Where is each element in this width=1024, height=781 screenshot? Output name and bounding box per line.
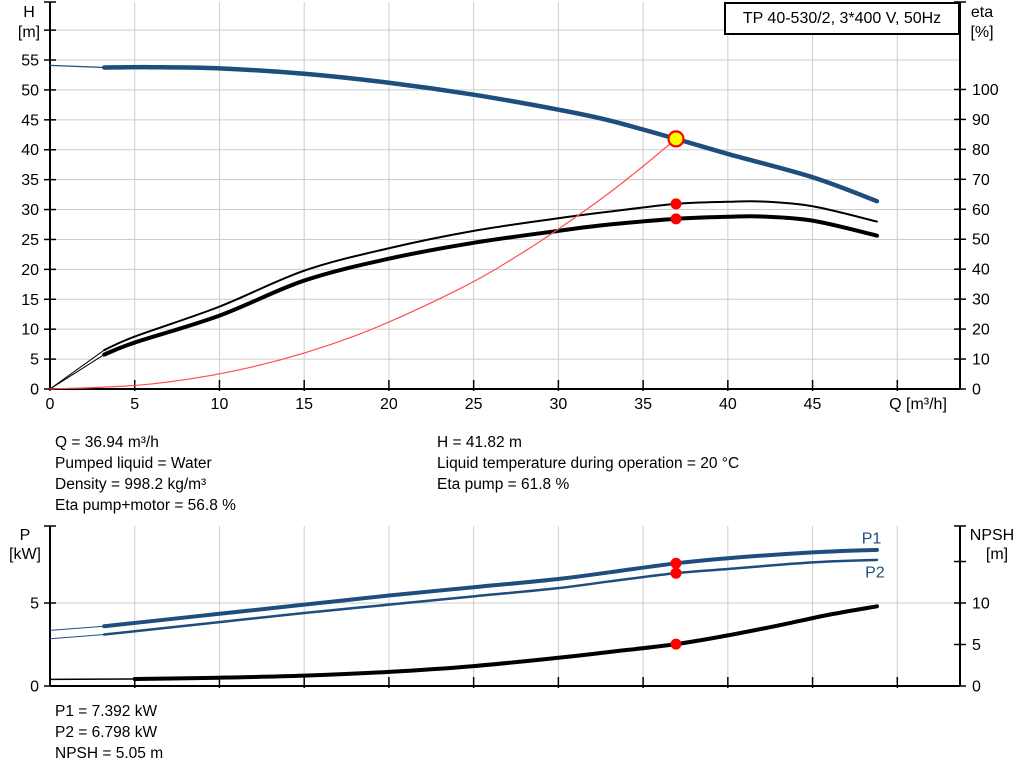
x-axis-tick-label: 15 [295, 396, 313, 413]
x-axis-tick-label: 5 [130, 396, 139, 413]
x-axis-tick-label: 10 [211, 396, 229, 413]
info-line: Density = 998.2 kg/m³ [55, 476, 207, 493]
eta-pump-motor-curve-thin [49, 354, 105, 390]
info-line: Pumped liquid = Water [55, 455, 212, 472]
left-axis-tick-label: 50 [21, 82, 39, 99]
right-axis-tick-label: 60 [972, 202, 990, 219]
eta-pump-motor-point [670, 213, 682, 225]
info-line: Eta pump = 61.8 % [437, 476, 570, 493]
x-axis-tick-label: 20 [380, 396, 398, 413]
left-axis-title: P [20, 527, 31, 544]
left-axis-tick-label: 5 [30, 596, 39, 613]
left-axis-unit: [m] [18, 24, 40, 41]
p1-curve [102, 547, 879, 629]
operating-data-left-block: Q = 36.94 m³/h Pumped liquid = Water Densi… [55, 432, 236, 516]
x-axis-tick-label: 0 [46, 396, 55, 413]
left-axis-tick-label: 55 [21, 53, 39, 70]
x-axis-tick-label: 40 [719, 396, 737, 413]
chart-title-box: TP 40-530/2, 3*400 V, 50Hz [724, 2, 960, 35]
eta-pump-curve [103, 200, 878, 352]
x-axis-tick-label: 35 [634, 396, 652, 413]
x-axis-tick-label: 30 [549, 396, 567, 413]
qh-eta-chart: 0510152025303540455055010203040506070809… [18, 1, 999, 413]
power-npsh-data-block: P1 = 7.392 kW P2 = 6.798 kW NPSH = 5.05 m [55, 701, 163, 764]
info-line: P1 = 7.392 kW [55, 703, 158, 720]
right-axis-title: NPSH [970, 527, 1014, 544]
right-axis-tick-label: 50 [972, 232, 990, 249]
right-axis-tick-label: 0 [972, 382, 981, 399]
info-line: NPSH = 5.05 m [55, 745, 164, 762]
left-axis-tick-label: 15 [21, 292, 39, 309]
p1-point [670, 557, 682, 569]
left-axis-tick-label: 45 [21, 112, 39, 129]
p2-point [670, 567, 682, 579]
x-axis-unit-label: Q [m³/h] [889, 396, 947, 413]
info-line: P2 = 6.798 kW [55, 724, 158, 741]
p2-curve [102, 558, 879, 636]
right-axis-tick-label: 20 [972, 322, 990, 339]
info-line: H = 41.82 m [437, 434, 522, 451]
eta-pump-motor-curve [102, 214, 879, 357]
eta-pump-point [670, 198, 682, 210]
x-axis-tick-label: 45 [804, 396, 822, 413]
right-axis-tick-label: 0 [972, 679, 981, 696]
left-axis-tick-label: 10 [21, 322, 39, 339]
head-curve-thin [49, 64, 105, 69]
left-axis-tick-label: 5 [30, 352, 39, 369]
right-axis-tick-label: 40 [972, 262, 990, 279]
p1-curve-thin [49, 625, 105, 631]
duty-point[interactable] [667, 130, 685, 148]
info-line: Q = 36.94 m³/h [55, 434, 159, 451]
left-axis-tick-label: 40 [21, 142, 39, 159]
right-axis-unit: [m] [986, 546, 1008, 563]
system-curve [49, 138, 677, 390]
left-axis-tick-label: 30 [21, 202, 39, 219]
right-axis-tick-label: 80 [972, 142, 990, 159]
left-axis-tick-label: 0 [30, 679, 39, 696]
right-axis-tick-label: 90 [972, 112, 990, 129]
info-line: Eta pump+motor = 56.8 % [55, 497, 236, 514]
left-axis-tick-label: 35 [21, 172, 39, 189]
right-axis-title: eta [971, 4, 993, 21]
right-axis-unit: [%] [970, 24, 993, 41]
series-label-p1: P1 [862, 530, 882, 547]
x-axis-tick-label: 25 [465, 396, 483, 413]
series-label-p2: P2 [865, 564, 885, 581]
head-curve [101, 64, 880, 204]
left-axis-unit: [kW] [9, 546, 41, 563]
left-axis-title: H [23, 4, 35, 21]
p2-curve-thin [49, 634, 105, 640]
right-axis-tick-label: 10 [972, 352, 990, 369]
left-axis-tick-label: 25 [21, 232, 39, 249]
eta-pump-curve-thin [49, 349, 105, 390]
info-line: Liquid temperature during operation = 20… [437, 455, 740, 472]
npsh-curve [132, 604, 879, 681]
npsh-point [670, 638, 682, 650]
right-axis-tick-label: 70 [972, 172, 990, 189]
left-axis-tick-label: 20 [21, 262, 39, 279]
right-axis-tick-label: 10 [972, 596, 990, 613]
right-axis-tick-label: 30 [972, 292, 990, 309]
right-axis-tick-label: 5 [972, 637, 981, 654]
left-axis-tick-label: 0 [30, 382, 39, 399]
power-npsh-chart: 0 5 0 5 10 P [kW] NPSH [m] P1 P2 [9, 525, 1014, 696]
operating-data-right-block: H = 41.82 m Liquid temperature during ope… [437, 432, 739, 495]
right-axis-tick-label: 100 [972, 82, 999, 99]
